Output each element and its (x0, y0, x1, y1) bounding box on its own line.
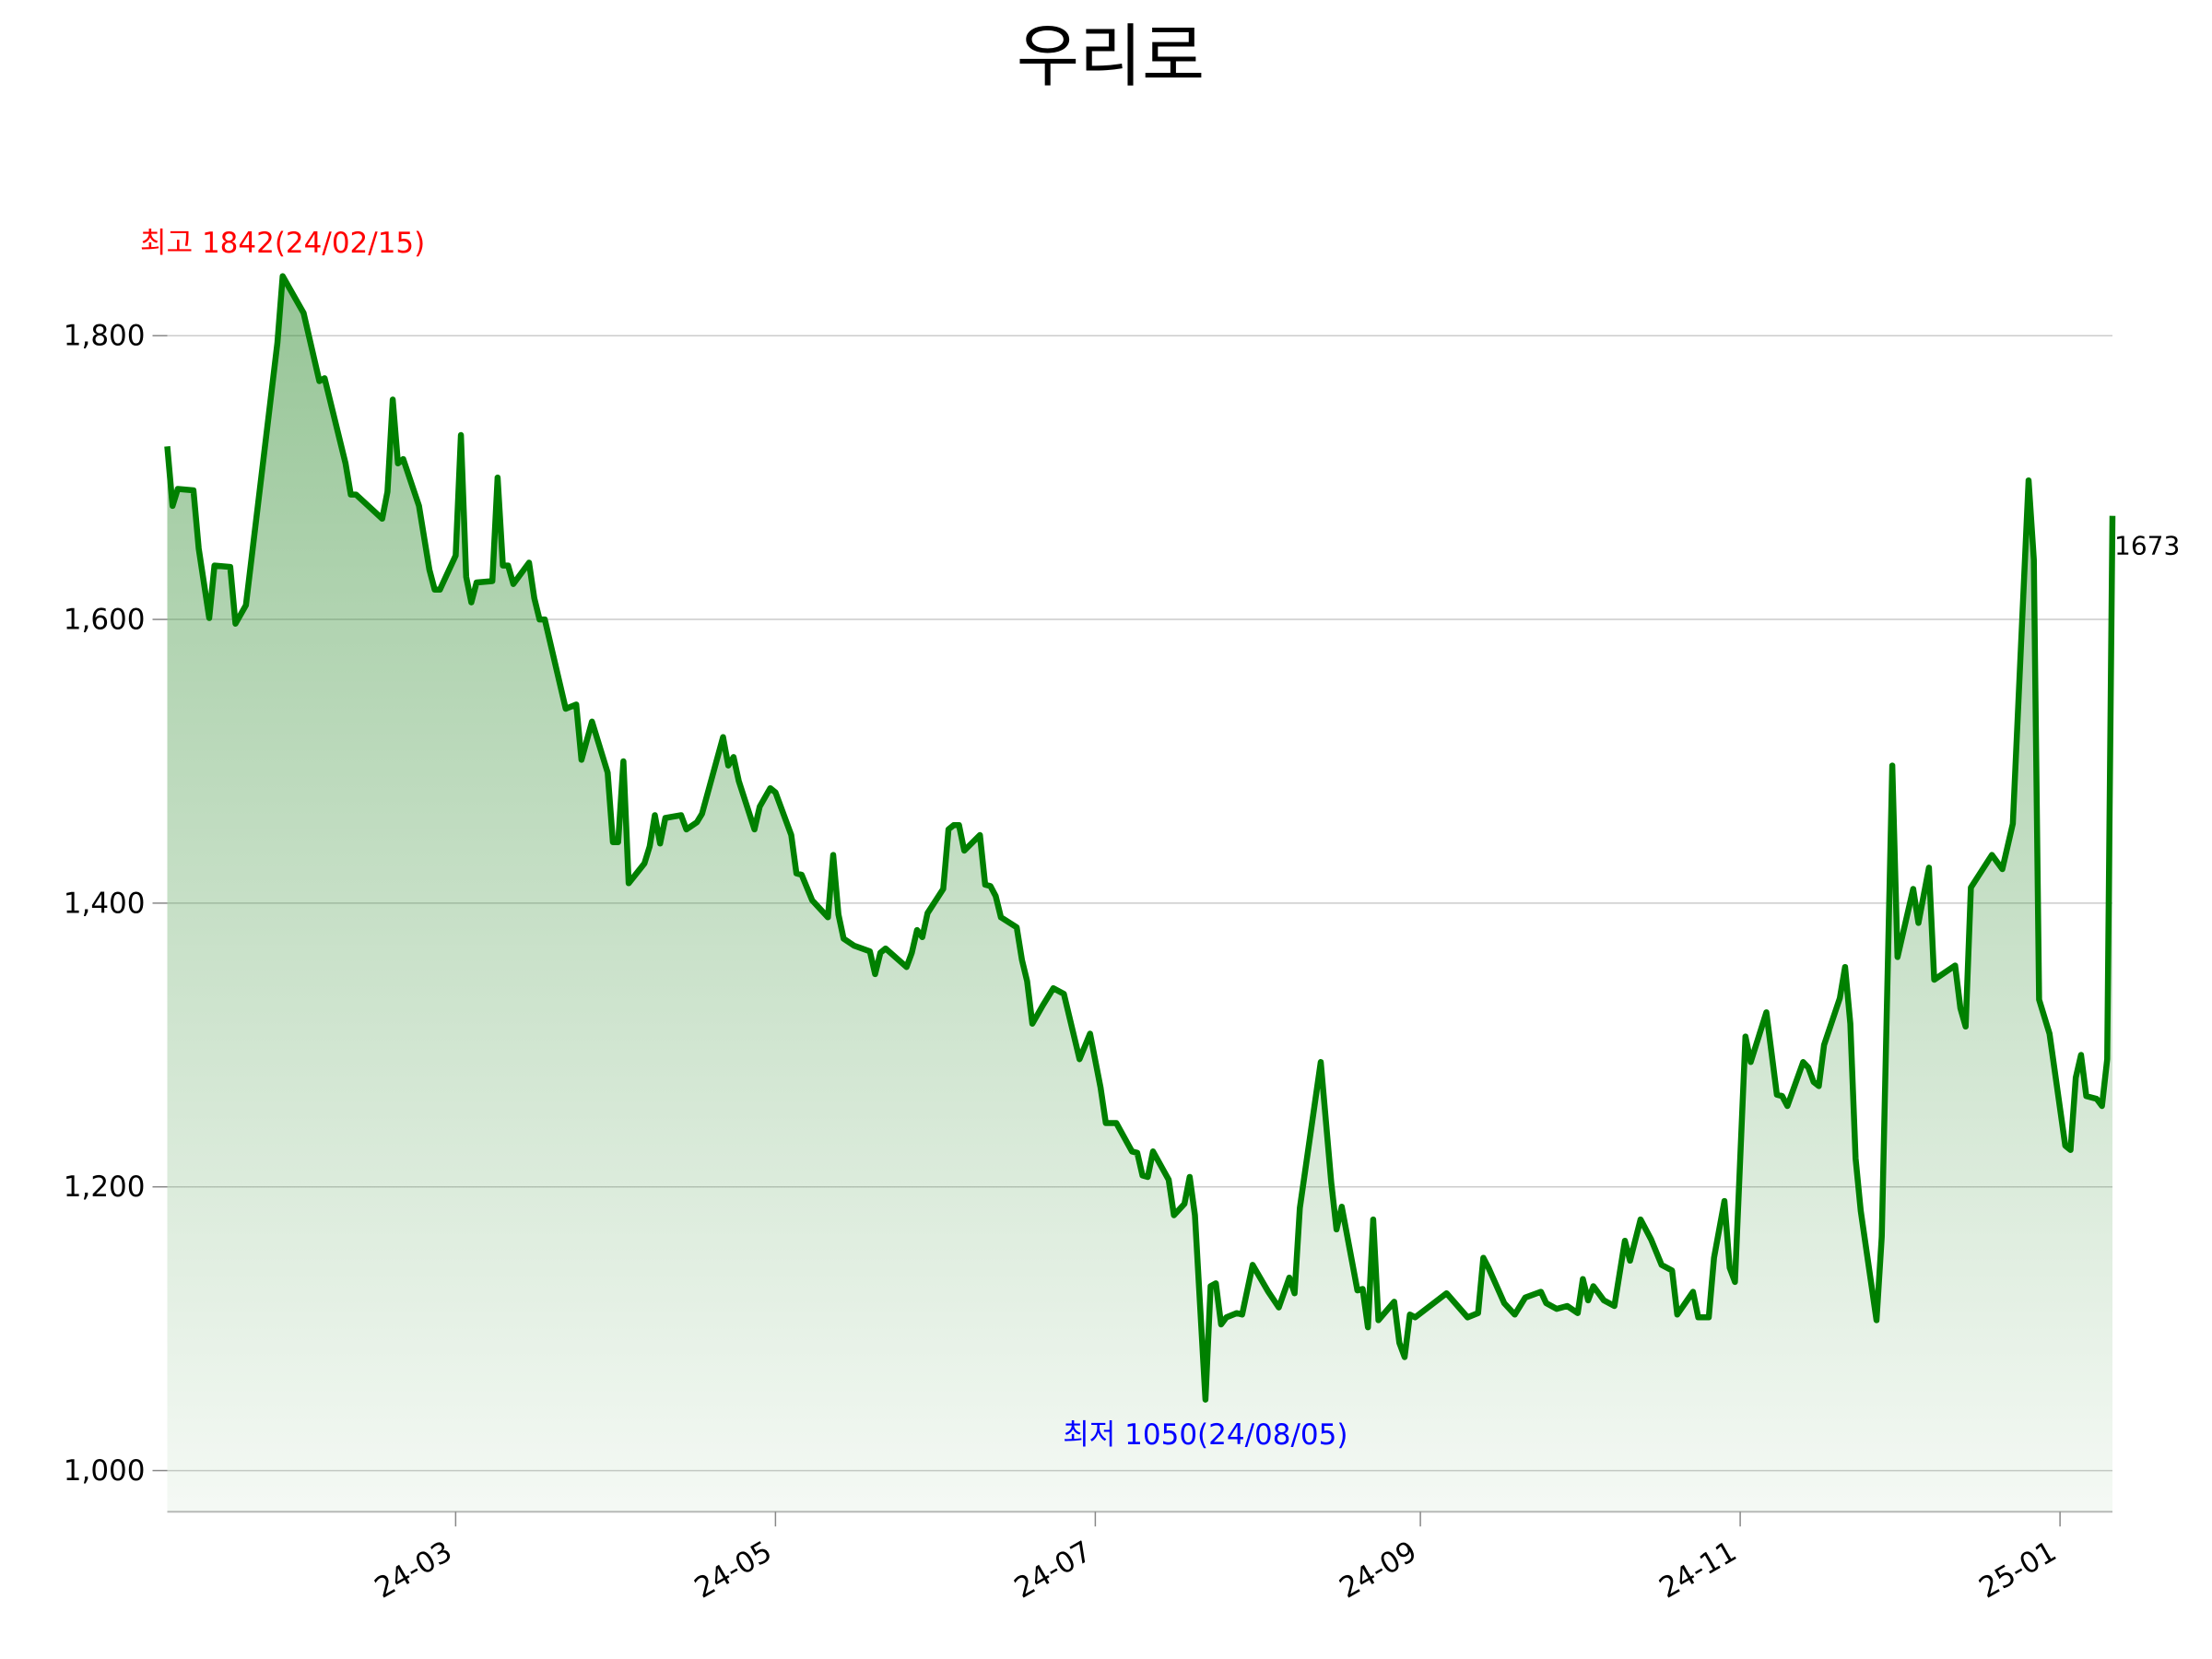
x-tick-label: 24-05 (689, 1535, 778, 1605)
max-annotation: 최고 1842(24/02/15) (140, 227, 425, 260)
chart-title: 우리로 (1017, 18, 1205, 97)
x-tick-label: 24-07 (1009, 1535, 1098, 1605)
y-tick-label: 1,200 (64, 1171, 146, 1204)
area (167, 276, 2112, 1512)
min-annotation: 최저 1050(24/08/05) (1063, 1418, 1347, 1452)
price-line (164, 273, 2116, 1403)
x-tick-label: 25-01 (1973, 1535, 2062, 1605)
x-tick-label: 24-11 (1653, 1535, 1742, 1605)
last-value-label: 1673 (2114, 531, 2180, 561)
y-tick-label: 1,800 (64, 320, 146, 353)
x-tick-label: 24-03 (370, 1535, 458, 1605)
x-tick-label: 24-09 (1334, 1535, 1422, 1605)
y-tick-label: 1,600 (64, 604, 146, 637)
y-tick-label: 1,000 (64, 1454, 146, 1488)
y-tick-label: 1,400 (64, 887, 146, 920)
